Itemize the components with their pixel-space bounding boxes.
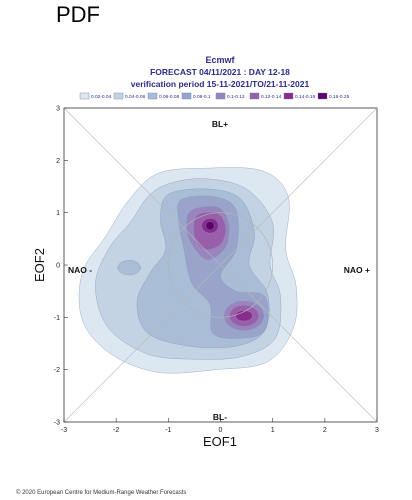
chart-legend: 0.02-0.04 0.04-0.06 0.06-0.08 0.08-0.1 0.1-0…: [79, 92, 350, 100]
legend-swatch: [249, 92, 260, 100]
pdf-label: PDF: [56, 2, 100, 27]
y-tick-label: -1: [54, 315, 60, 322]
legend-swatch: [113, 92, 124, 100]
y-tick-label: 3: [56, 106, 60, 113]
y-tick-label: 0: [56, 263, 60, 270]
regime-label-bottom: BL-: [213, 412, 227, 422]
x-tick-label: 3: [375, 427, 379, 434]
axis-ticks: -3 -2 -1 0 1 2 3 -3 -2 -1 0 1 2 3: [54, 106, 379, 435]
legend-swatch: [283, 92, 294, 100]
chart-subtitle-line2: verification period 15-11-2021/TO/21-11-…: [131, 79, 310, 89]
y-tick-label: 2: [56, 158, 60, 165]
diagonal-line: [63, 107, 378, 423]
legend-swatch: [147, 92, 158, 100]
density-contour: [235, 310, 253, 322]
legend-label: 0.04-0.06: [125, 94, 146, 100]
y-tick-label: -2: [54, 367, 60, 374]
x-tick-label: 0: [219, 427, 223, 434]
x-tick-label: 2: [323, 427, 327, 434]
legend-label: 0.16-0.25: [329, 94, 350, 100]
y-tick-label: 1: [56, 210, 60, 217]
legend-label: 0.08-0.1: [193, 94, 211, 100]
reference-lines: [63, 107, 378, 423]
legend-swatch: [215, 92, 226, 100]
chart-title: Ecmwf: [205, 55, 235, 65]
x-axis-label: EOF1: [203, 434, 237, 449]
regime-label-top: BL+: [212, 119, 228, 129]
legend-label: 0.1-0.12: [227, 94, 245, 100]
x-tick-label: -1: [165, 427, 171, 434]
reference-circle: [167, 212, 274, 318]
legend-label: 0.06-0.08: [159, 94, 180, 100]
legend-swatch: [181, 92, 192, 100]
legend-label: 0.14-0.16: [295, 94, 316, 100]
y-tick-label: -3: [54, 420, 60, 427]
legend-label: 0.12-0.14: [261, 94, 282, 100]
legend-label: 0.02-0.04: [91, 94, 112, 100]
regime-label-left: NAO -: [68, 265, 92, 275]
x-tick-label: 1: [271, 427, 275, 434]
y-axis-label: EOF2: [32, 248, 47, 282]
legend-swatch: [317, 92, 328, 100]
copyright-notice: © 2020 European Centre for Medium-Range …: [16, 490, 187, 496]
legend-swatch: [79, 92, 90, 100]
x-tick-label: -3: [61, 427, 67, 434]
regime-label-right: NAO +: [344, 265, 370, 275]
density-contour: [205, 221, 215, 231]
chart-subtitle-line1: FORECAST 04/11/2021 : DAY 12-18: [150, 67, 290, 77]
x-tick-label: -2: [113, 427, 119, 434]
density-contour: [117, 260, 141, 276]
